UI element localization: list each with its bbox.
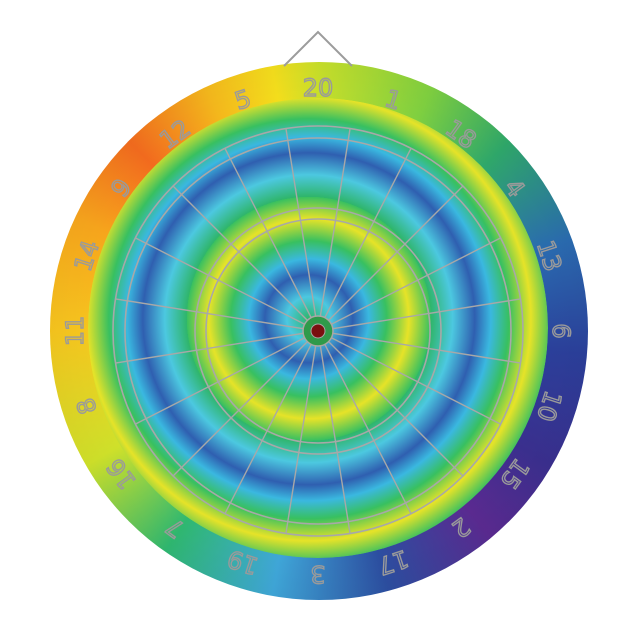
wire-spoke (324, 148, 412, 318)
wire-spoke (285, 128, 317, 317)
wire-spoke (224, 344, 312, 514)
segment-number: 2 (446, 512, 475, 544)
wire-ring (205, 218, 431, 444)
segment-number: 6 (547, 323, 575, 338)
segment-number: 11 (61, 316, 89, 347)
bullseye[interactable] (310, 323, 326, 339)
segment-number: 3 (310, 560, 325, 588)
segment-number: 15 (494, 453, 535, 494)
wire-rings (112, 125, 524, 537)
wire-spoke (224, 148, 312, 318)
wire-ring (112, 125, 524, 537)
wire-spoke (172, 185, 308, 321)
wire-spoke (135, 237, 305, 325)
segment-number: 9 (106, 174, 138, 203)
segment-number: 12 (155, 114, 196, 155)
segment-number: 5 (231, 84, 254, 115)
wire-spoke (285, 345, 317, 534)
segment-number: 8 (71, 394, 102, 417)
segment-number: 14 (69, 237, 105, 275)
segment-number: 17 (374, 544, 412, 580)
wire-spoke (135, 337, 305, 425)
wire-spoke (319, 128, 351, 317)
segment-number: 16 (101, 453, 142, 494)
wire-spoke (115, 332, 304, 364)
wire-spoke (328, 185, 464, 321)
wire-spoke (332, 298, 521, 330)
wire-spoke (172, 341, 308, 477)
wire-spoke (115, 298, 304, 330)
wire-spoke (331, 337, 501, 425)
segment-number: 7 (161, 512, 190, 544)
segment-number: 19 (224, 544, 262, 580)
segment-number: 4 (499, 174, 531, 203)
wire-spoke (319, 345, 351, 534)
wire-ring (194, 207, 442, 455)
segment-number: 18 (440, 114, 481, 155)
segment-number: 10 (531, 387, 567, 425)
segment-number: 1 (381, 84, 404, 115)
wire-spoke (324, 344, 412, 514)
wire-spoke (328, 341, 464, 477)
hanger-wire (283, 30, 353, 67)
segment-number: 20 (303, 74, 334, 102)
segment-number: 13 (531, 237, 567, 275)
wire-ring (124, 137, 512, 525)
wire-spoke (332, 332, 521, 364)
wire-spoke (331, 237, 501, 325)
